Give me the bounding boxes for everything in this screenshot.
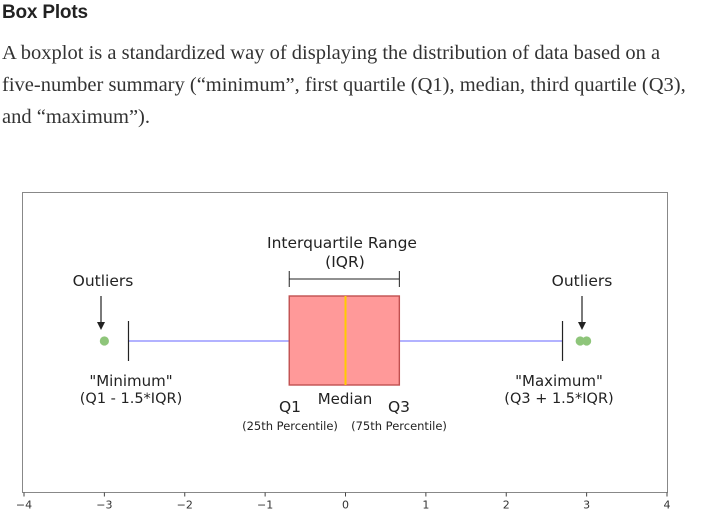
outlier-arrow-right xyxy=(578,296,586,330)
iqr-box xyxy=(288,295,401,386)
x-tick-label: −1 xyxy=(257,499,273,512)
iqr-label-line2: (IQR) xyxy=(325,253,365,271)
boxplot-figure: Interquartile Range (IQR) Outliers Outli… xyxy=(16,192,671,512)
outliers-label-left: Outliers xyxy=(73,272,134,290)
outliers-label-right: Outliers xyxy=(552,272,613,290)
x-tick-label: 0 xyxy=(342,499,349,512)
iqr-label-line1: Interquartile Range xyxy=(267,234,417,252)
maximum-label-line1: "Maximum" xyxy=(515,372,603,390)
x-tick-label: −4 xyxy=(16,499,32,512)
x-tick-label: −2 xyxy=(177,499,193,512)
section-paragraph: A boxplot is a standardized way of displ… xyxy=(2,42,686,128)
maximum-label-line2: (Q3 + 1.5*IQR) xyxy=(504,391,613,407)
q1-percentile-label: (25th Percentile) xyxy=(242,419,338,433)
x-tick-label: −3 xyxy=(96,499,112,512)
x-axis: −4 −3 −2 −1 0 1 2 3 4 xyxy=(16,492,671,512)
minimum-label-line1: "Minimum" xyxy=(89,372,172,390)
section-heading: Box Plots xyxy=(2,2,88,23)
x-tick-label: 2 xyxy=(503,499,510,512)
x-tick-label: 1 xyxy=(422,499,429,512)
outlier-point xyxy=(582,336,592,346)
outliers xyxy=(99,336,592,346)
q3-percentile-label: (75th Percentile) xyxy=(351,419,447,433)
x-tick-label: 3 xyxy=(583,499,590,512)
outlier-arrow-left xyxy=(97,296,105,330)
outlier-point xyxy=(575,336,585,346)
q3-label: Q3 xyxy=(388,398,410,416)
minimum-label-line2: (Q1 - 1.5*IQR) xyxy=(80,391,182,407)
x-tick-label: 4 xyxy=(664,499,671,512)
outlier-point xyxy=(99,336,109,346)
q1-label: Q1 xyxy=(279,398,301,416)
median-label: Median xyxy=(318,390,373,408)
